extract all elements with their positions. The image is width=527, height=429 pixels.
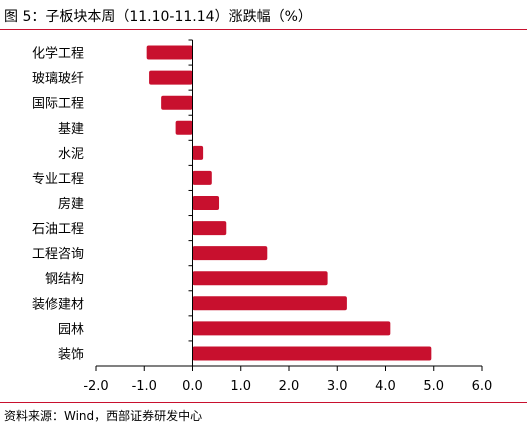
category-label: 装饰 bbox=[58, 347, 84, 362]
category-label: 基建 bbox=[58, 122, 84, 137]
bars bbox=[146, 45, 432, 361]
tick-label: 3.0 bbox=[327, 379, 348, 394]
bar bbox=[192, 346, 432, 361]
category-label: 房建 bbox=[58, 196, 84, 212]
bar bbox=[149, 70, 193, 85]
bar bbox=[161, 95, 193, 110]
bar bbox=[192, 196, 220, 210]
category-label: 石油工程 bbox=[32, 222, 84, 237]
bar bbox=[192, 271, 328, 286]
tick-label: 1.0 bbox=[230, 379, 251, 394]
axes bbox=[95, 39, 483, 371]
bar bbox=[192, 145, 204, 160]
bar bbox=[192, 296, 347, 311]
category-label: 国际工程 bbox=[32, 97, 84, 112]
category-label: 水泥 bbox=[58, 147, 84, 162]
category-label: 装修建材 bbox=[32, 297, 84, 312]
category-label: 专业工程 bbox=[32, 172, 84, 187]
chart-title: 图 5：子板块本周（11.10-11.14）涨跌幅（%） bbox=[4, 9, 312, 25]
bar bbox=[175, 120, 193, 135]
category-label: 钢结构 bbox=[45, 272, 84, 287]
source-note: 资料来源：Wind，西部证券研发中心 bbox=[4, 409, 203, 423]
tick-label: 6.0 bbox=[472, 379, 493, 394]
category-label: 玻璃玻纤 bbox=[32, 72, 84, 87]
category-label: 化学工程 bbox=[32, 46, 84, 62]
bar bbox=[192, 246, 268, 261]
category-label: 园林 bbox=[58, 322, 84, 337]
source-divider bbox=[0, 402, 527, 403]
tick-label: 2.0 bbox=[279, 379, 300, 394]
category-label: 工程咨询 bbox=[32, 247, 84, 262]
title-divider bbox=[0, 29, 527, 30]
tick-label: 0.0 bbox=[182, 379, 203, 394]
tick-label: 4.0 bbox=[375, 379, 396, 394]
bar-chart: 化学工程玻璃玻纤国际工程基建水泥专业工程房建石油工程工程咨询钢结构装修建材园林装… bbox=[32, 39, 492, 394]
bar bbox=[146, 45, 193, 60]
tick-label: -2.0 bbox=[83, 379, 108, 394]
bar bbox=[192, 321, 391, 336]
bar bbox=[192, 221, 227, 236]
tick-label: 5.0 bbox=[423, 379, 444, 394]
bar bbox=[192, 170, 212, 185]
tick-labels: -2.0 -1.0 0.0 1.0 2.0 3.0 4.0 5.0 6.0 bbox=[83, 379, 492, 394]
category-labels: 化学工程玻璃玻纤国际工程基建水泥专业工程房建石油工程工程咨询钢结构装修建材园林装… bbox=[32, 46, 84, 363]
tick-label: -1.0 bbox=[132, 379, 157, 394]
